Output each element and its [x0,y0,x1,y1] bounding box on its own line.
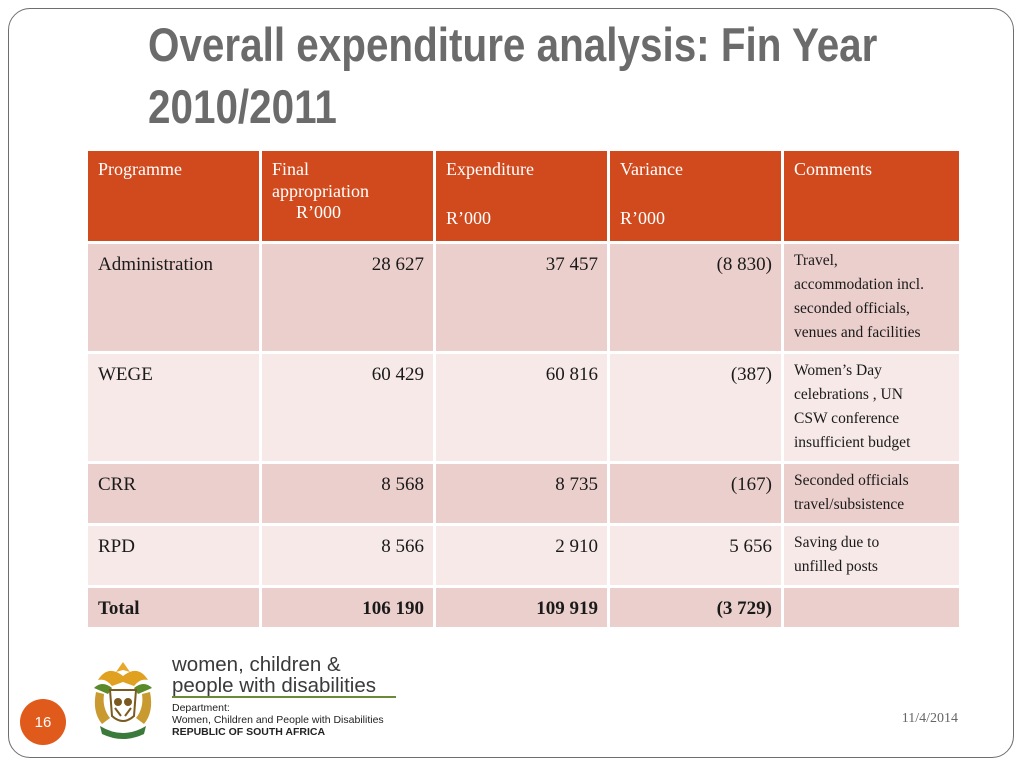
cell-final: 8 568 [262,464,436,526]
expenditure-table: Programme Final appropriation R’000 Expe… [88,151,959,630]
slide-frame [8,8,1014,758]
cell-expenditure: 8 735 [436,464,610,526]
cell-programme: RPD [88,526,262,588]
table-row: CRR 8 568 8 735 (167) Seconded officials… [88,464,959,526]
table-row: WEGE 60 429 60 816 (387) Women’s Day cel… [88,354,959,464]
cell-programme: Administration [88,244,262,354]
cell-final: 60 429 [262,354,436,464]
department-logo: women, children & people with disabiliti… [88,654,408,744]
header-variance: Variance R’000 [610,151,784,244]
cell-expenditure: 60 816 [436,354,610,464]
table-header-row: Programme Final appropriation R’000 Expe… [88,151,959,244]
cell-final: 28 627 [262,244,436,354]
total-row: Total 106 190 109 919 (3 729) [88,588,959,630]
cell-final: 8 566 [262,526,436,588]
cell-variance: (167) [610,464,784,526]
header-expenditure: Expenditure R’000 [436,151,610,244]
page-number-badge: 16 [20,699,66,745]
cell-variance: (387) [610,354,784,464]
slide-date: 11/4/2014 [901,711,958,726]
cell-comments: Saving due to unfilled posts [784,526,959,588]
logo-department-text: Department: Women, Children and People w… [172,702,384,738]
cell-programme: CRR [88,464,262,526]
unit-label: R’000 [296,202,341,222]
cell-programme: WEGE [88,354,262,464]
unit-label: R’000 [620,208,665,228]
header-comments: Comments [784,151,959,244]
cell-variance: 5 656 [610,526,784,588]
header-final-appropriation: Final appropriation R’000 [262,151,436,244]
logo-wordmark: women, children & people with disabiliti… [172,653,376,697]
table-row: Administration 28 627 37 457 (8 830) Tra… [88,244,959,354]
coat-of-arms-icon [94,662,152,739]
slide-title-line1: Overall expenditure analysis: Fin Year [148,18,878,71]
cell-comments: Travel, accommodation incl. seconded off… [784,244,959,354]
total-variance: (3 729) [610,588,784,630]
slide-title-line2: 2010/2011 [148,80,337,133]
table-row: RPD 8 566 2 910 5 656 Saving due to unfi… [88,526,959,588]
total-expenditure: 109 919 [436,588,610,630]
cell-comments: Seconded officials travel/subsistence [784,464,959,526]
total-final: 106 190 [262,588,436,630]
cell-expenditure: 37 457 [436,244,610,354]
slide-title: Overall expenditure analysis: Fin Year 2… [148,14,888,138]
total-comments [784,588,959,630]
total-label: Total [88,588,262,630]
cell-variance: (8 830) [610,244,784,354]
unit-label: R’000 [446,208,491,228]
header-programme: Programme [88,151,262,244]
cell-comments: Women’s Day celebrations , UN CSW confer… [784,354,959,464]
logo-divider [172,696,396,698]
cell-expenditure: 2 910 [436,526,610,588]
